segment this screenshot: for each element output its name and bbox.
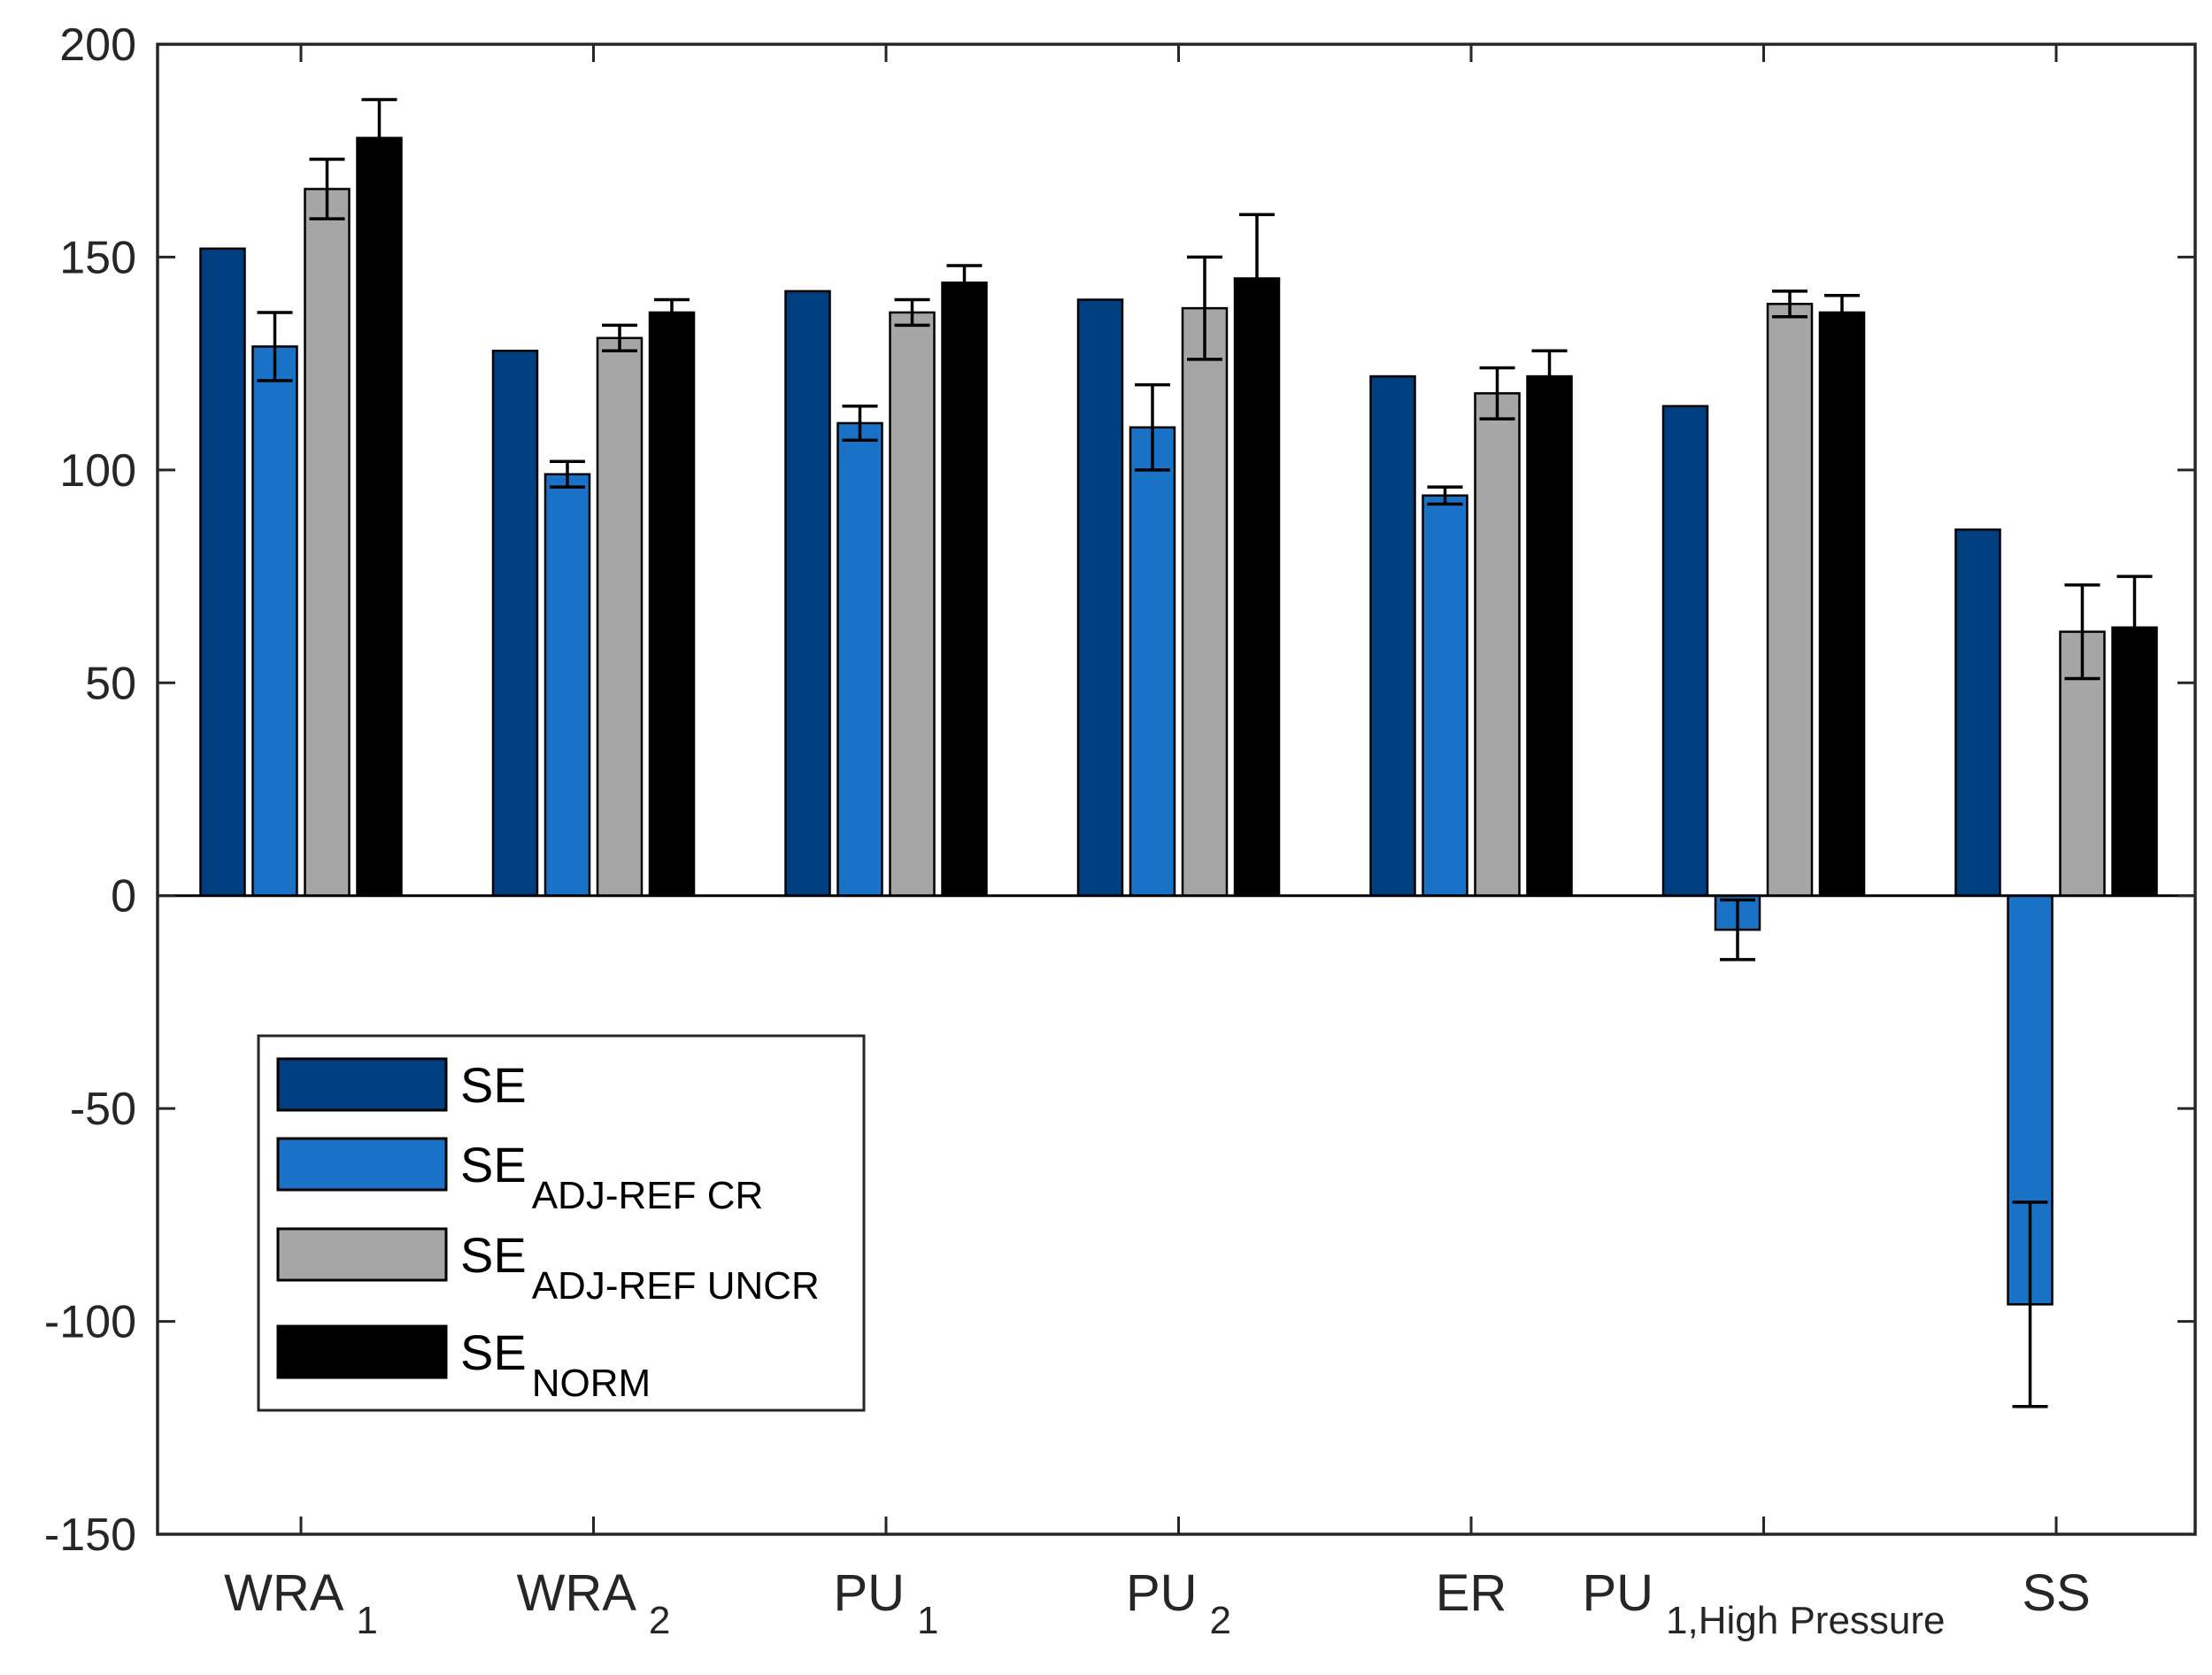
error-bar-series-2-category-6 — [1720, 898, 1755, 961]
x-tick-label-7: SS — [2022, 1564, 2090, 1622]
legend-swatch — [276, 1137, 448, 1192]
y-tick-label: 200 — [59, 19, 136, 71]
error-bar-series-4-category-6 — [1824, 293, 1860, 331]
error-bar-series-4-category-1 — [361, 97, 397, 178]
bar-series-3-category-2 — [596, 336, 644, 897]
y-tick-label: 150 — [59, 232, 136, 283]
error-bar-series-3-category-1 — [309, 158, 345, 220]
axes-layer: -150 -100 -50 0 50 100 150 200 WRA 1 WRA 2 PU 1 PU 2 ER P… — [44, 19, 2197, 1642]
y-tick-label: -50 — [70, 1084, 136, 1135]
legend-label: SEADJ-REF CR — [460, 1137, 763, 1217]
x-tick-label-2: WRA 2 — [517, 1564, 671, 1642]
error-bar-series-4-category-3 — [946, 264, 983, 302]
error-bar-series-2-category-1 — [257, 311, 293, 382]
bar-series-1-category-5 — [1369, 374, 1416, 897]
error-bar-series-4-category-5 — [1531, 349, 1568, 404]
bar-series-2-category-4 — [1129, 426, 1176, 897]
x-tick-label-4: PU 2 — [1126, 1564, 1231, 1642]
bar-series-2-category-5 — [1422, 494, 1468, 897]
bar-series-1-category-7 — [1954, 528, 2001, 897]
error-bar-series-2-category-2 — [550, 459, 585, 489]
bar-series-3-category-4 — [1181, 306, 1229, 897]
error-bar-series-2-category-5 — [1427, 485, 1463, 506]
error-bar-series-4-category-4 — [1239, 212, 1275, 344]
x-tick-label-3: PU 1 — [833, 1564, 938, 1642]
error-bar-series-2-category-3 — [842, 404, 878, 442]
error-bar-series-3-category-7 — [2064, 583, 2100, 681]
legend-label: SENORM — [460, 1324, 651, 1405]
legend-item-1: SE — [276, 1057, 527, 1113]
bar-series-2-category-3 — [836, 421, 883, 897]
bar-series-3-category-6 — [1766, 303, 1814, 897]
bar-series-1-category-6 — [1661, 405, 1709, 897]
legend-item-3: SEADJ-REF UNCR — [276, 1227, 820, 1308]
bar-series-4-category-5 — [1526, 374, 1573, 897]
error-bar-series-2-category-7 — [2012, 1200, 2048, 1409]
bar-series-2-category-2 — [543, 473, 591, 897]
error-bar-series-4-category-2 — [654, 297, 690, 328]
x-tick-label-6: PU 1,High Pressure — [1582, 1564, 1945, 1642]
bar-series-4-category-2 — [648, 311, 696, 897]
y-tick-label: 0 — [111, 871, 136, 922]
plot-frame — [156, 42, 2197, 1536]
legend-swatch — [276, 1227, 448, 1282]
legend-label: SE — [460, 1057, 527, 1113]
legend-swatch — [276, 1324, 448, 1379]
x-tick-label-1: WRA 1 — [224, 1564, 378, 1642]
bar-series-4-category-3 — [941, 282, 988, 897]
x-tick-label-5: ER — [1436, 1564, 1507, 1622]
bar-series-1-category-3 — [784, 289, 831, 897]
error-bar-series-3-category-4 — [1187, 255, 1222, 361]
y-tick-label: 50 — [85, 658, 136, 709]
bar-series-3-category-3 — [889, 311, 936, 897]
legend-item-4: SENORM — [276, 1324, 651, 1405]
bar-series-1-category-1 — [199, 247, 246, 897]
bar-series-4-category-1 — [356, 136, 403, 897]
bar-series-3-category-1 — [304, 188, 351, 897]
error-bar-series-3-category-2 — [602, 323, 637, 352]
bar-series-4-category-6 — [1818, 311, 1866, 897]
legend-swatch — [276, 1057, 448, 1112]
legend: SE SEADJ-REF CR SEADJ-REF UNCR SENORM — [257, 1034, 866, 1412]
legend-label: SEADJ-REF UNCR — [460, 1227, 820, 1308]
legend-item-2: SEADJ-REF CR — [276, 1137, 763, 1217]
bar-series-2-category-1 — [251, 345, 298, 897]
error-bar-series-3-category-3 — [894, 297, 930, 328]
error-bars-layer — [257, 97, 2153, 1409]
y-tick-label: 100 — [59, 445, 136, 497]
bar-series-1-category-4 — [1076, 298, 1124, 897]
bar-series-1-category-2 — [491, 349, 539, 897]
bar-series-4-category-4 — [1233, 277, 1281, 897]
error-bar-series-2-category-4 — [1135, 382, 1170, 472]
error-bar-series-3-category-6 — [1772, 289, 1807, 319]
bars-layer — [199, 136, 2158, 1306]
error-bar-series-4-category-7 — [2116, 575, 2153, 681]
error-bar-series-3-category-5 — [1479, 366, 1515, 421]
bar-series-3-category-5 — [1474, 392, 1521, 897]
y-tick-label: -150 — [44, 1509, 136, 1561]
y-tick-label: -100 — [44, 1297, 136, 1348]
